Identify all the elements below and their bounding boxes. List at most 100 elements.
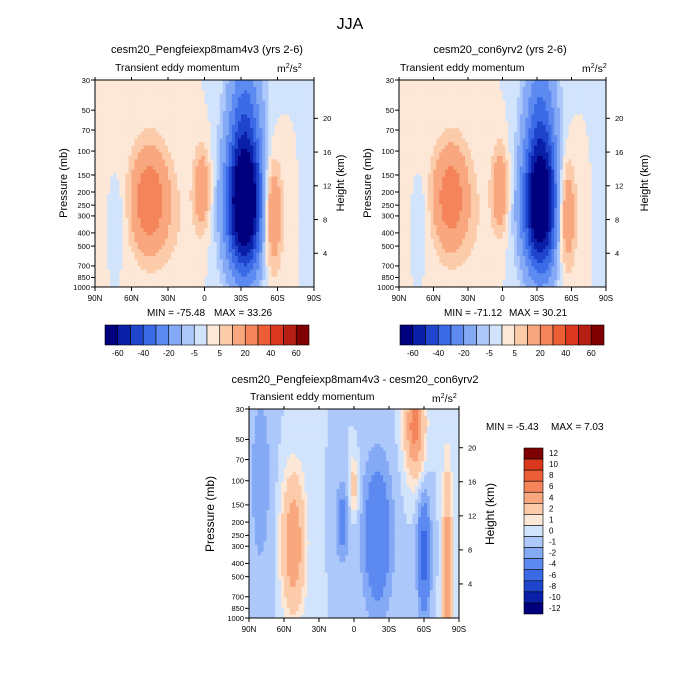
field-cell [98, 204, 102, 209]
field-cell [164, 238, 169, 243]
field-cell [298, 93, 303, 98]
field-cell [525, 93, 529, 98]
field-cell [499, 86, 503, 91]
field-cell [101, 228, 105, 233]
field-cell [210, 280, 215, 284]
field-cell [201, 128, 205, 133]
field-cell [189, 269, 193, 274]
field-cell [265, 166, 269, 171]
field-cell [201, 186, 205, 191]
field-cell [244, 180, 248, 184]
field-cell [470, 97, 475, 102]
field-cell [234, 266, 239, 271]
field-cell [164, 242, 169, 246]
field-cell [286, 124, 291, 129]
field-cell [580, 83, 584, 88]
field-cell [125, 283, 129, 288]
field-cell [310, 193, 315, 198]
field-cell [256, 218, 260, 222]
field-cell [280, 218, 284, 222]
field-cell [125, 214, 129, 219]
field-cell [237, 97, 242, 102]
field-cell [168, 83, 172, 88]
field-cell [597, 93, 601, 98]
field-cell [137, 97, 142, 102]
field-cell [453, 104, 457, 108]
field-cell [591, 86, 595, 91]
field-cell [174, 166, 178, 171]
field-cell [307, 90, 312, 95]
field-cell [125, 173, 129, 177]
field-cell [399, 100, 403, 105]
field-cell [280, 155, 284, 160]
field-cell [271, 166, 275, 171]
field-cell [192, 266, 196, 271]
field-cell [131, 238, 135, 243]
field-cell [410, 90, 414, 95]
field-cell [177, 266, 181, 271]
field-cell [198, 190, 202, 195]
field-cell [234, 97, 239, 102]
field-cell [155, 190, 160, 195]
field-cell [180, 100, 184, 105]
field-cell [580, 86, 584, 91]
field-cell [256, 155, 260, 160]
field-cell [95, 138, 99, 143]
field-cell [292, 255, 297, 260]
field-cell [292, 276, 297, 281]
field-cell [192, 149, 196, 153]
field-cell [244, 149, 248, 153]
field-cell [195, 190, 199, 195]
field-cell [237, 231, 242, 236]
field-cell [234, 117, 239, 122]
field-cell [277, 193, 281, 198]
field-cell [310, 135, 315, 140]
field-cell [219, 86, 224, 91]
field-cell [231, 135, 236, 140]
field-cell [107, 266, 111, 271]
field-cell [241, 190, 245, 195]
field-cell [262, 280, 266, 284]
field-cell [277, 159, 281, 164]
field-cell [174, 255, 178, 260]
field-cell [140, 180, 145, 184]
field-cell [571, 83, 575, 88]
field-cell [228, 176, 233, 181]
field-cell [219, 262, 224, 267]
field-cell [158, 211, 163, 215]
field-cell [119, 145, 123, 150]
field-cell [189, 183, 193, 188]
field-cell [241, 204, 245, 209]
field-cell [149, 93, 154, 98]
field-cell [442, 100, 446, 105]
field-cell [234, 176, 239, 181]
field-cell [304, 93, 309, 98]
field-cell [198, 166, 202, 171]
field-cell [462, 90, 466, 95]
field-cell [237, 176, 242, 181]
field-cell [259, 228, 263, 233]
field-cell [307, 259, 312, 264]
field-cell [234, 86, 239, 91]
field-cell [140, 166, 145, 171]
field-cell [122, 193, 126, 198]
field-cell [146, 97, 151, 102]
field-cell [234, 104, 239, 108]
field-cell [161, 200, 166, 205]
field-cell [131, 145, 135, 150]
field-cell [137, 149, 142, 153]
field-cell [244, 283, 248, 288]
field-cell [174, 169, 178, 174]
field-cell [231, 224, 236, 229]
field-cell [161, 121, 166, 126]
field-cell [216, 80, 221, 84]
field-cell [404, 80, 409, 84]
field-cell [146, 173, 151, 177]
field-cell [280, 211, 284, 215]
field-cell [140, 193, 145, 198]
field-cell [268, 155, 272, 160]
field-cell [225, 80, 230, 84]
field-cell [201, 273, 205, 278]
field-cell [476, 90, 480, 95]
field-cell [161, 242, 166, 246]
